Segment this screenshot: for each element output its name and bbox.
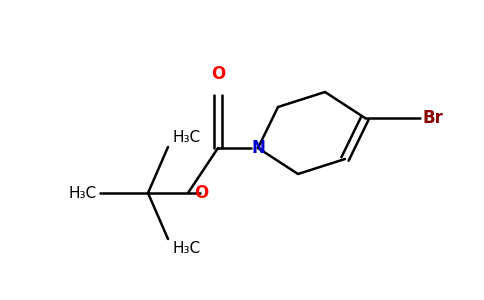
- Text: Br: Br: [423, 109, 444, 127]
- Text: O: O: [194, 184, 208, 202]
- Text: H₃C: H₃C: [172, 241, 200, 256]
- Text: H₃C: H₃C: [172, 130, 200, 145]
- Text: N: N: [251, 139, 265, 157]
- Text: H₃C: H₃C: [69, 185, 97, 200]
- Text: O: O: [211, 65, 225, 83]
